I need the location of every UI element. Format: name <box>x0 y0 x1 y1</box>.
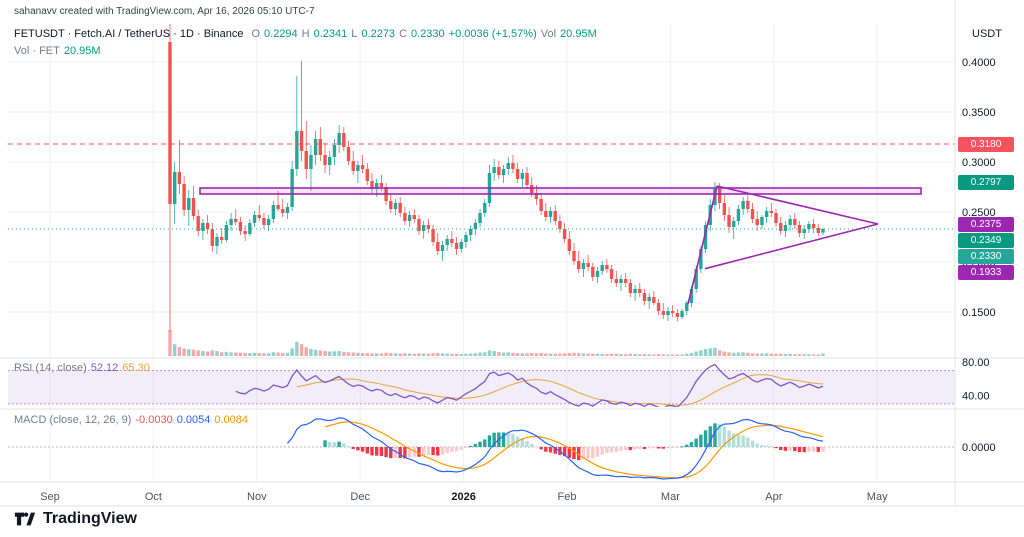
rsi-legend[interactable]: RSI (14, close) 52.12 65.30 <box>14 362 154 374</box>
volume-indicator-legend[interactable]: Vol · FET 20.95M <box>14 45 105 57</box>
ohlc-open-value: 0.2294 <box>264 28 298 40</box>
price-change-value: +0.0036 (+1.57%) <box>448 28 537 40</box>
volume-label: Vol <box>540 28 557 40</box>
rsi-pane <box>8 363 955 407</box>
svg-text:40.00: 40.00 <box>962 391 990 403</box>
svg-text:0.2000: 0.2000 <box>962 257 996 269</box>
svg-text:Nov: Nov <box>247 491 267 503</box>
axis-labels: 0.4000 0.3500 0.3000 0.2500 0.2000 0.1500 80.0… <box>40 57 995 503</box>
svg-text:0.4000: 0.4000 <box>962 57 996 69</box>
svg-text:0.1500: 0.1500 <box>962 307 996 319</box>
svg-text:Dec: Dec <box>350 491 370 503</box>
rsi-label: RSI (14, close) <box>14 362 87 374</box>
ohlc-close-label: C <box>399 28 408 40</box>
svg-text:Feb: Feb <box>558 491 577 503</box>
svg-text:Apr: Apr <box>765 491 782 503</box>
grid <box>8 24 955 482</box>
candles <box>168 24 825 332</box>
tradingview-logo-text: TradingView <box>43 510 137 527</box>
symbol-legend[interactable]: FETUSDT · Fetch.AI / TetherUS · 1D · Bin… <box>14 28 601 40</box>
svg-text:2026: 2026 <box>451 491 475 503</box>
macd-line-value: 0.0054 <box>176 414 211 426</box>
axis-unit-label: USDT <box>972 28 1002 40</box>
macd-legend[interactable]: MACD (close, 12, 26, 9) -0.0030 0.0054 0… <box>14 414 252 426</box>
ohlc-high-label: H <box>301 28 310 40</box>
svg-text:0.0000: 0.0000 <box>962 442 996 454</box>
resistance-channel <box>199 187 922 195</box>
trend-line <box>716 185 879 225</box>
ohlc-low-label: L <box>351 28 358 40</box>
svg-text:May: May <box>867 491 888 503</box>
svg-text:80.00: 80.00 <box>962 357 990 369</box>
volume-bars <box>168 330 825 356</box>
trend-line <box>687 185 718 305</box>
volume-indicator-value: 20.95M <box>63 45 101 57</box>
trend-line <box>704 223 879 270</box>
macd-label: MACD (close, 12, 26, 9) <box>14 414 132 426</box>
ohlc-high-value: 0.2341 <box>313 28 348 40</box>
svg-text:0.3500: 0.3500 <box>962 107 996 119</box>
svg-text:0.2500: 0.2500 <box>962 207 996 219</box>
pane-separators <box>0 0 1024 507</box>
volume-indicator-label: Vol · FET <box>14 45 60 57</box>
attribution-text: sahanavv created with TradingView.com, A… <box>14 6 315 17</box>
rsi-value: 52.12 <box>90 362 119 374</box>
rsi-ma-value: 65.30 <box>122 362 150 374</box>
ohlc-open-label: O <box>251 28 261 40</box>
macd-hist-value: -0.0030 <box>135 414 173 426</box>
drawings[interactable] <box>8 143 955 305</box>
macd-signal-value: 0.0084 <box>214 414 248 426</box>
tradingview-logo[interactable]: TradingView <box>14 508 137 530</box>
ohlc-low-value: 0.2273 <box>361 28 396 40</box>
svg-text:Sep: Sep <box>40 491 60 503</box>
svg-text:0.3000: 0.3000 <box>962 157 996 169</box>
volume-value: 20.95M <box>560 28 597 40</box>
ohlc-close-value: 0.2330 <box>411 28 445 40</box>
svg-text:Oct: Oct <box>145 491 162 503</box>
symbol-title[interactable]: FETUSDT · Fetch.AI / TetherUS · 1D · Bin… <box>14 28 244 40</box>
svg-text:Mar: Mar <box>661 491 680 503</box>
macd-pane <box>8 417 955 480</box>
tradingview-logo-icon <box>14 512 36 526</box>
